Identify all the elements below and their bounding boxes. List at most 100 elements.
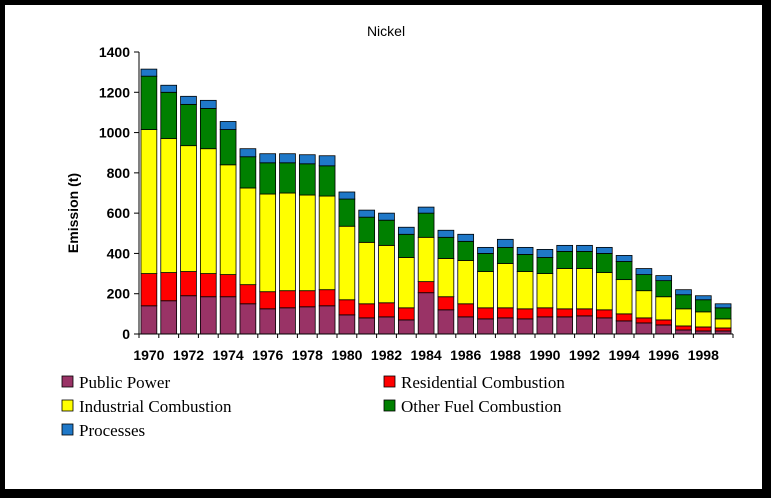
bar-segment-residential-combustion-1999 — [714, 327, 732, 332]
bar-segment-public-power-1992 — [576, 315, 593, 335]
bar-segment-processes-1973 — [199, 99, 217, 109]
bar-segment-processes-1996 — [655, 275, 673, 282]
bar-segment-processes-1997 — [675, 289, 692, 296]
bar-segment-processes-1992 — [576, 244, 593, 252]
bar-segment-residential-combustion-1994 — [615, 313, 633, 322]
x-tick-label: 1976 — [252, 347, 283, 363]
bar-segment-public-power-1991 — [556, 316, 574, 335]
bar-segment-other-fuel-combustion-1975 — [239, 156, 257, 189]
bar-segment-other-fuel-combustion-1992 — [576, 251, 593, 269]
bar-segment-processes-1982 — [378, 212, 395, 221]
bar-segment-residential-combustion-1988 — [496, 307, 514, 319]
bar-segment-residential-combustion-1977 — [279, 290, 296, 309]
bar-segment-public-power-1987 — [477, 318, 494, 335]
bar-segment-public-power-1978 — [298, 306, 316, 335]
bar-segment-residential-combustion-1995 — [635, 317, 653, 324]
bar-segment-industrial-combustion-1997 — [675, 308, 692, 327]
bar-segment-industrial-combustion-1982 — [378, 244, 395, 304]
bar-segment-processes-1971 — [160, 84, 178, 93]
bar-segment-processes-1977 — [279, 153, 296, 164]
legend-label-industrial-combustion: Industrial Combustion — [79, 397, 232, 416]
bar-segment-other-fuel-combustion-1991 — [556, 251, 574, 269]
bar-segment-public-power-1995 — [635, 322, 653, 335]
x-tick-label: 1970 — [133, 347, 164, 363]
bar-segment-other-fuel-combustion-1984 — [417, 212, 435, 238]
bar-segment-public-power-1983 — [397, 319, 415, 335]
bar-segment-other-fuel-combustion-1999 — [714, 307, 732, 320]
bar-segment-public-power-1979 — [318, 305, 336, 335]
bar-segment-processes-1972 — [180, 95, 197, 105]
bar-segment-public-power-1996 — [655, 324, 673, 335]
bar-segment-industrial-combustion-1985 — [437, 258, 455, 298]
bar-segment-industrial-combustion-1974 — [219, 164, 237, 275]
bar-segment-other-fuel-combustion-1970 — [140, 75, 158, 130]
bar-segment-industrial-combustion-1976 — [259, 193, 277, 293]
x-tick-label: 1980 — [331, 347, 362, 363]
bar-segment-public-power-1980 — [338, 314, 356, 335]
plot-area: 0 200 400 600 800 1000 1200 1400 1970 1972 1974 197… — [99, 44, 734, 363]
y-tick-label: 400 — [107, 245, 131, 261]
x-tick-label: 1994 — [609, 347, 640, 363]
bar-segment-residential-combustion-1983 — [397, 307, 415, 321]
bar-segment-residential-combustion-1991 — [556, 308, 574, 318]
y-tick-label: 600 — [107, 205, 131, 221]
bar-segment-industrial-combustion-1975 — [239, 187, 257, 286]
bar-segment-industrial-combustion-1983 — [397, 257, 415, 309]
bar-segment-public-power-1988 — [496, 317, 514, 335]
bar-segment-public-power-1984 — [417, 292, 435, 335]
x-tick-label: 1978 — [292, 347, 323, 363]
bar-segment-industrial-combustion-1989 — [516, 271, 534, 310]
bar-segment-residential-combustion-1970 — [140, 273, 158, 307]
bar-segment-residential-combustion-1997 — [675, 325, 692, 331]
bar-segment-other-fuel-combustion-1989 — [516, 254, 534, 272]
bar-segment-processes-1978 — [298, 154, 316, 165]
x-tick-label: 1988 — [490, 347, 521, 363]
bar-segment-other-fuel-combustion-1993 — [595, 253, 613, 273]
bar-segment-industrial-combustion-1981 — [358, 241, 376, 305]
bar-segment-other-fuel-combustion-1971 — [160, 91, 178, 140]
bar-segment-processes-1995 — [635, 268, 653, 275]
bar-segment-residential-combustion-1981 — [358, 303, 376, 319]
bar-segment-industrial-combustion-1993 — [595, 272, 613, 311]
bar-segment-public-power-1994 — [615, 320, 633, 335]
bar-segment-residential-combustion-1996 — [655, 319, 673, 326]
legend: Public Power Residential Combustion Indust… — [61, 373, 565, 440]
y-axis-label: Emission (t) — [65, 173, 81, 253]
bar-segment-residential-combustion-1987 — [477, 307, 494, 320]
chart-title: Nickel — [367, 23, 405, 39]
bar-segment-processes-1986 — [457, 233, 475, 242]
legend-swatch-public-power — [61, 375, 74, 388]
legend-label-other-fuel-combustion: Other Fuel Combustion — [401, 397, 562, 416]
bar-segment-residential-combustion-1982 — [378, 302, 395, 318]
bar-segment-industrial-combustion-1978 — [298, 194, 316, 292]
bar-segment-public-power-1971 — [160, 300, 178, 335]
bar-segment-residential-combustion-1971 — [160, 272, 178, 302]
bar-segment-other-fuel-combustion-1980 — [338, 198, 356, 227]
bar-segment-industrial-combustion-1984 — [417, 236, 435, 283]
bar-segment-residential-combustion-1978 — [298, 290, 316, 308]
bar-segment-public-power-1981 — [358, 317, 376, 335]
bar-segment-public-power-1989 — [516, 318, 534, 335]
bar-segment-industrial-combustion-1986 — [457, 260, 475, 305]
bar-segment-public-power-1970 — [140, 305, 158, 335]
bar-segment-public-power-1976 — [259, 308, 277, 335]
bar-segment-industrial-combustion-1979 — [318, 195, 336, 291]
bar-segment-public-power-1977 — [279, 307, 296, 335]
x-tick-label: 1996 — [648, 347, 679, 363]
bar-segment-processes-1979 — [318, 155, 336, 167]
bar-segment-other-fuel-combustion-1985 — [437, 236, 455, 259]
bar-segment-public-power-1997 — [675, 329, 692, 335]
bar-segment-residential-combustion-1979 — [318, 289, 336, 307]
bar-segment-processes-1970 — [140, 68, 158, 77]
bar-segment-processes-1991 — [556, 244, 574, 252]
chart-frame: Nickel Emission (t) 0 200 400 600 800 1000 120… — [5, 5, 762, 489]
bar-segment-other-fuel-combustion-1987 — [477, 253, 494, 272]
bar-segment-processes-1981 — [358, 209, 376, 218]
y-tick-label: 200 — [107, 286, 131, 302]
bar-segment-residential-combustion-1976 — [259, 291, 277, 310]
legend-swatch-other-fuel-combustion — [383, 399, 396, 412]
bar-segment-processes-1976 — [259, 153, 277, 164]
x-tick-label: 1992 — [569, 347, 600, 363]
bar-segment-residential-combustion-1973 — [199, 273, 217, 298]
bar-segment-other-fuel-combustion-1988 — [496, 246, 514, 264]
